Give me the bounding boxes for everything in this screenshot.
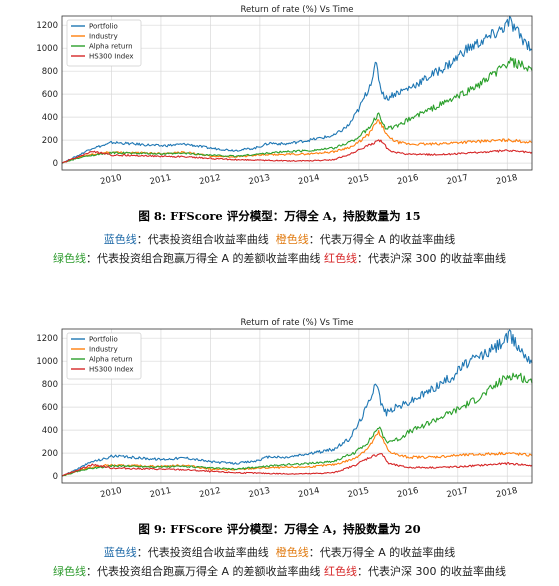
blue-line-label: 蓝色线 — [103, 233, 137, 246]
red-line-text: ：代表沪深 300 的收益率曲线 — [357, 252, 507, 265]
series-line-2 — [62, 429, 533, 477]
y-tick-label: 1000 — [36, 357, 58, 367]
green-line-text: ：代表投资组合跑赢万得全 A 的差额收益率曲线 — [85, 252, 321, 265]
green-line-label: 绿色线 — [52, 252, 86, 265]
x-tick-label: 2013 — [248, 486, 271, 500]
x-tick-label: 2013 — [248, 173, 271, 187]
y-tick-label: 1200 — [36, 334, 58, 344]
x-tick-label: 2015 — [347, 173, 370, 187]
y-tick-label: 1000 — [36, 44, 58, 54]
x-tick-label: 2012 — [198, 486, 221, 500]
legend-entry: Alpha return — [89, 43, 133, 51]
series-line-4 — [61, 139, 533, 164]
plot-frame — [61, 328, 533, 484]
y-tick-label: 0 — [53, 159, 58, 169]
legend-entry: Industry — [89, 346, 118, 354]
y-tick-label: 600 — [42, 403, 58, 413]
series-line-3 — [61, 57, 533, 164]
y-tick-label: 200 — [42, 136, 58, 146]
chart-title: Return of rate (%) Vs Time — [241, 318, 354, 328]
x-tick-label: 2016 — [396, 486, 419, 500]
line-chart-1: Return of rate (%) Vs Time 0 200 400 600 800 1… — [36, 5, 533, 187]
x-tick-label: 2010 — [99, 173, 122, 187]
orange-line-label: 橙色线 — [275, 233, 309, 246]
y-tick-label: 1200 — [36, 21, 58, 31]
legend-entry: Portfolio — [89, 336, 118, 344]
blue-line-text: ：代表投资组合收益率曲线 — [136, 233, 269, 246]
legend-entry: Industry — [89, 33, 118, 41]
x-tick-label: 2012 — [198, 173, 221, 187]
y-tick-label: 400 — [42, 113, 58, 123]
y-tick-label: 600 — [42, 90, 58, 100]
figure-1-legend-desc: 蓝色线：代表投资组合收益率曲线 橙色线：代表万得全 A 的收益率曲线 绿色线：代… — [0, 230, 559, 268]
orange-line-text: ：代表万得全 A 的收益率曲线 — [308, 233, 456, 246]
y-tick-label: 800 — [42, 380, 58, 390]
series-line-3 — [61, 372, 533, 477]
orange-line-text: ：代表万得全 A 的收益率曲线 — [308, 546, 456, 559]
red-line-label: 红色线 — [324, 565, 358, 578]
x-tick-label: 2014 — [297, 486, 320, 500]
y-tick-label: 200 — [42, 449, 58, 459]
legend-entry: HS300 Index — [89, 366, 134, 374]
legend-entry: HS300 Index — [89, 53, 134, 61]
blue-line-text: ：代表投资组合收益率曲线 — [136, 546, 269, 559]
x-tick-label: 2017 — [446, 173, 469, 187]
x-tick-label: 2017 — [446, 486, 469, 500]
y-tick-label: 800 — [42, 67, 58, 77]
blue-line-label: 蓝色线 — [103, 546, 137, 559]
legend-entry: Portfolio — [89, 23, 118, 31]
x-tick-label: 2018 — [495, 173, 518, 187]
green-line-text: ：代表投资组合跑赢万得全 A 的差额收益率曲线 — [85, 565, 321, 578]
y-tick-label: 0 — [53, 472, 58, 482]
series-line-1 — [61, 329, 533, 477]
line-chart-2: Return of rate (%) Vs Time 0 200 400 600 800 1… — [36, 318, 533, 500]
green-line-label: 绿色线 — [52, 565, 86, 578]
x-tick-label: 2011 — [149, 486, 172, 500]
x-tick-label: 2010 — [99, 486, 122, 500]
legend-box — [66, 19, 142, 67]
plot-frame — [61, 15, 533, 171]
figure-2-caption: 图 9: FFScore 评分模型：万得全 A，持股数量为 20 — [138, 522, 421, 536]
figure-1-caption: 图 8: FFScore 评分模型：万得全 A，持股数量为 15 — [138, 209, 421, 223]
chart-title: Return of rate (%) Vs Time — [241, 5, 354, 15]
x-tick-label: 2014 — [297, 173, 320, 187]
legend-entry: Alpha return — [89, 356, 133, 364]
x-tick-label: 2016 — [396, 173, 419, 187]
series-line-4 — [61, 453, 533, 477]
red-line-text: ：代表沪深 300 的收益率曲线 — [357, 565, 507, 578]
legend-box — [66, 332, 142, 380]
x-tick-label: 2015 — [347, 486, 370, 500]
red-line-label: 红色线 — [324, 252, 358, 265]
y-tick-label: 400 — [42, 426, 58, 436]
x-tick-label: 2011 — [149, 173, 172, 187]
orange-line-label: 橙色线 — [275, 546, 309, 559]
x-tick-label: 2018 — [495, 486, 518, 500]
series-line-1 — [61, 15, 533, 165]
figure-2-legend-desc: 蓝色线：代表投资组合收益率曲线 橙色线：代表万得全 A 的收益率曲线 绿色线：代… — [0, 543, 559, 581]
